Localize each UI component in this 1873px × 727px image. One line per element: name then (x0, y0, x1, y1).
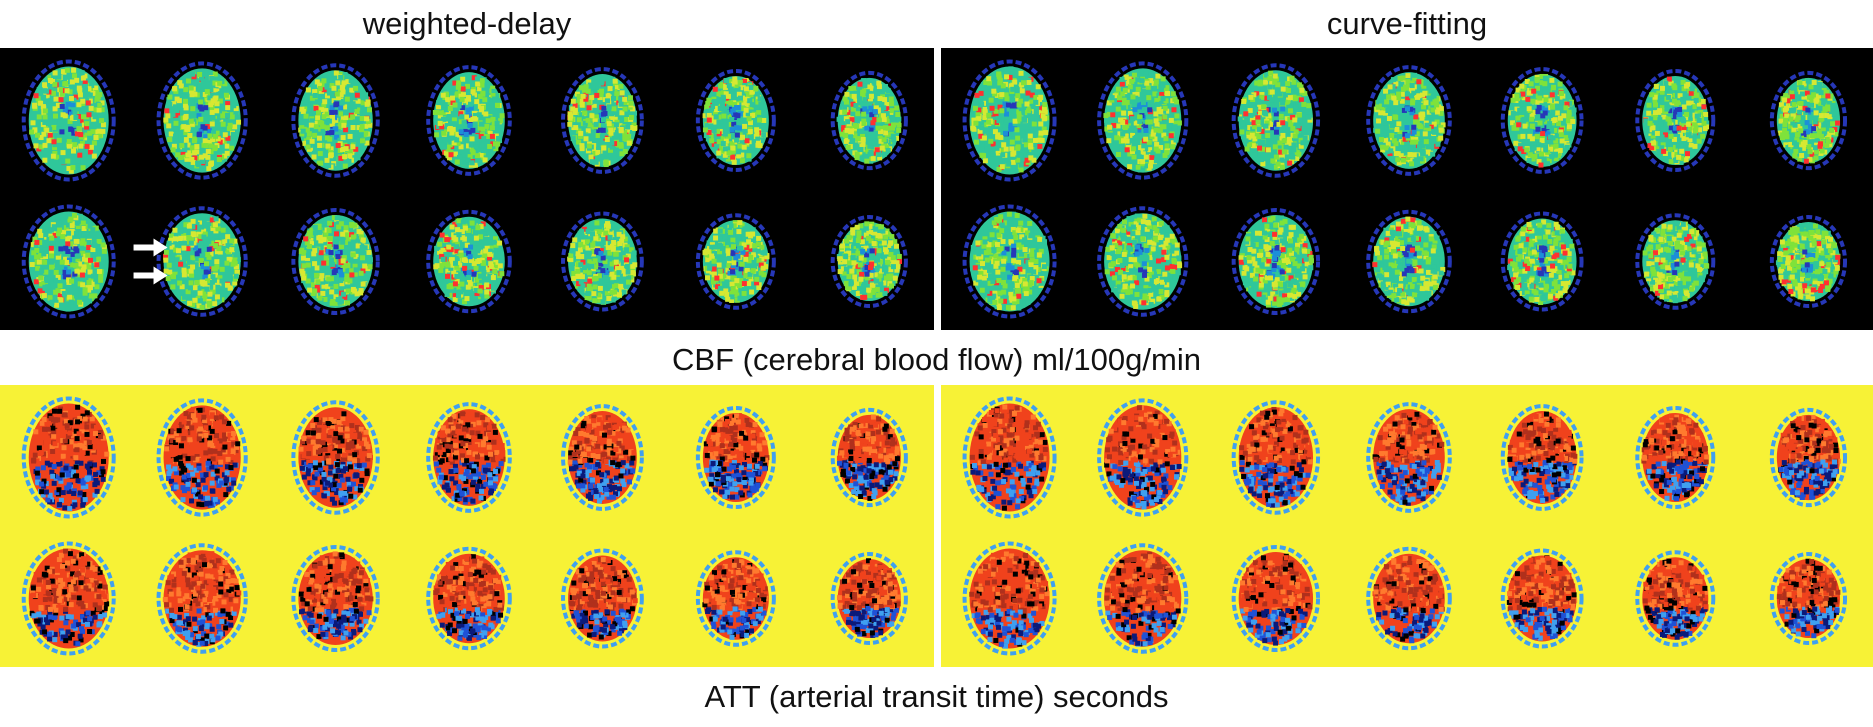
brain-slice (21, 204, 116, 319)
brain-slice (1635, 213, 1716, 310)
brain-slice (561, 548, 644, 649)
brain-slice (156, 543, 248, 654)
brain-slice (426, 65, 512, 176)
brain-slice (1769, 70, 1848, 171)
slice-mosaic (962, 396, 1848, 656)
brain-slice (561, 211, 644, 312)
brain-slice (1769, 552, 1848, 645)
header-weighted-delay: weighted-delay (362, 6, 572, 41)
brain-slice (1500, 404, 1584, 511)
brain-slice (962, 541, 1057, 656)
brain-slice (1366, 65, 1452, 176)
brain-slice (830, 552, 908, 645)
brain-slice (1366, 546, 1452, 651)
brain-slice (695, 213, 776, 310)
brain-slice (962, 59, 1057, 182)
brain-slice (1635, 68, 1716, 173)
brain-slice (962, 396, 1057, 519)
brain-slice (1500, 211, 1584, 312)
brain-slice (830, 215, 908, 308)
brain-slice (291, 400, 380, 515)
brain-slice (830, 407, 908, 508)
brain-slice (426, 546, 512, 651)
att-caption: ATT (arterial transit time) seconds (704, 679, 1169, 714)
brain-slice (1097, 398, 1189, 517)
brain-slice (1231, 63, 1321, 178)
slice-mosaic (21, 396, 908, 656)
brain-slice (426, 209, 512, 314)
brain-slice (291, 208, 380, 315)
slice-mosaic (21, 59, 908, 319)
brain-slice (291, 545, 380, 652)
cbf-caption: CBF (cerebral blood flow) ml/100g/min (672, 342, 1201, 377)
brain-slice (1769, 215, 1848, 308)
brain-slice (1769, 407, 1848, 508)
brain-slice (156, 398, 248, 517)
brain-slice (1097, 206, 1189, 317)
brain-slice (830, 70, 908, 171)
brain-slice (21, 59, 116, 182)
brain-slice (426, 402, 512, 513)
brain-slice (695, 405, 776, 510)
brain-slice (1366, 209, 1452, 314)
header-curve-fitting: curve-fitting (1326, 6, 1488, 41)
brain-slice (1635, 550, 1716, 647)
brain-slice (1635, 405, 1716, 510)
arrow-annotation (133, 238, 168, 257)
brain-slice (695, 68, 776, 173)
brain-slice (1500, 548, 1584, 649)
att-weighted-delay-panel (0, 385, 934, 667)
arrow-annotation (133, 266, 168, 285)
cbf-curve-fitting-panel (941, 48, 1873, 330)
cbf-weighted-delay-panel (0, 48, 934, 330)
brain-slice (561, 67, 644, 174)
brain-slice (695, 550, 776, 647)
brain-slice (21, 396, 116, 519)
brain-slice (1231, 545, 1321, 652)
brain-slice (156, 206, 248, 317)
brain-slice (21, 541, 116, 656)
brain-slice (1231, 208, 1321, 315)
att-curve-fitting-panel (941, 385, 1873, 667)
slice-mosaic (962, 59, 1848, 319)
brain-slice (962, 204, 1057, 319)
brain-slice (561, 404, 644, 511)
brain-slice (1097, 61, 1189, 180)
brain-slice (156, 61, 248, 180)
brain-slice (1500, 67, 1584, 174)
brain-slice (291, 63, 380, 178)
brain-slice (1231, 400, 1321, 515)
brain-slice (1366, 402, 1452, 513)
brain-slice (1097, 543, 1189, 654)
